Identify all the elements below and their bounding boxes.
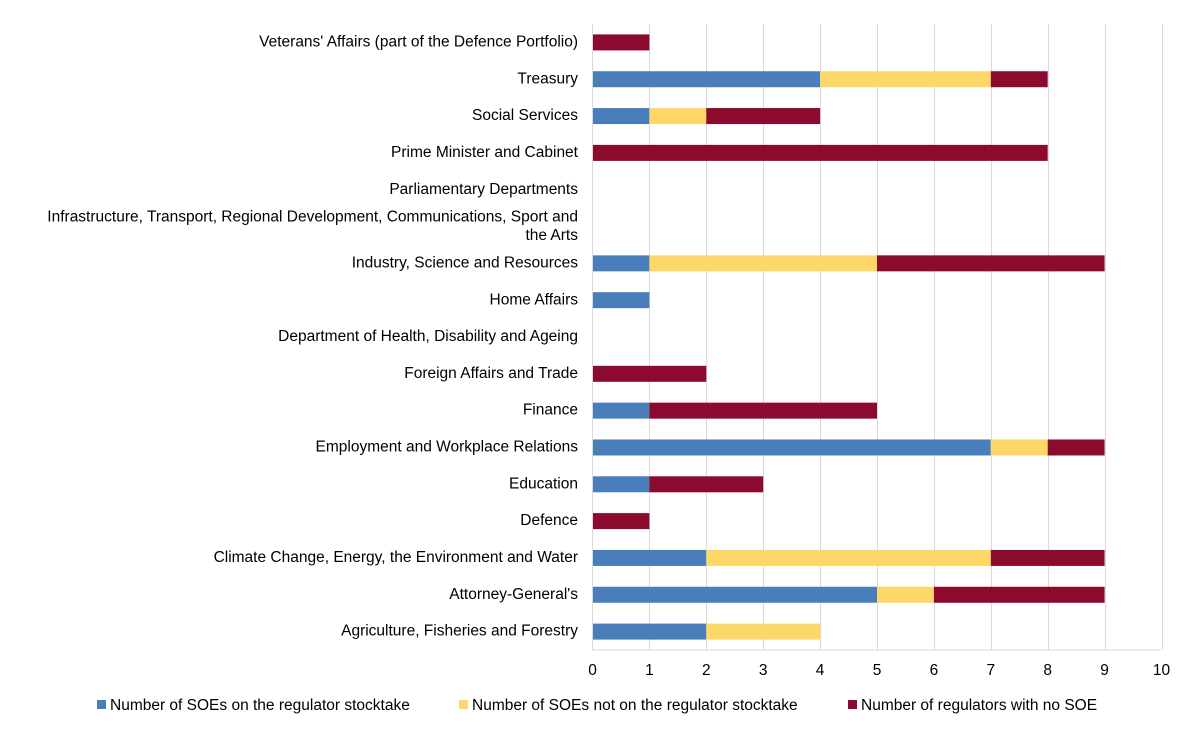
category-label: Parliamentary Departments bbox=[389, 181, 578, 198]
bar-segment bbox=[592, 439, 991, 456]
bar-segment bbox=[649, 108, 707, 125]
bar-segment bbox=[592, 549, 707, 566]
category-label: Home Affairs bbox=[490, 291, 579, 308]
bar-segment bbox=[820, 71, 991, 88]
bar-segment bbox=[592, 365, 707, 382]
x-tick-label: 9 bbox=[1100, 662, 1109, 679]
x-tick-label: 0 bbox=[588, 662, 597, 679]
category-label: Department of Health, Disability and Age… bbox=[278, 328, 578, 345]
category-label: Defence bbox=[520, 512, 578, 529]
axes bbox=[592, 24, 1162, 651]
bar-segment bbox=[706, 623, 821, 640]
legend-label: Number of SOEs on the regulator stocktak… bbox=[110, 697, 410, 714]
bar-segment bbox=[592, 108, 650, 125]
x-tick-labels: 0 1 2 3 4 5 6 7 8 9 10 bbox=[588, 662, 1170, 679]
bar-segment bbox=[592, 586, 877, 603]
x-tick-label: 1 bbox=[645, 662, 654, 679]
bar-segment bbox=[592, 34, 650, 51]
bar-segment bbox=[649, 476, 764, 493]
bar-segment bbox=[649, 402, 877, 419]
bar-segment bbox=[592, 623, 707, 640]
category-label: Industry, Science and Resources bbox=[352, 254, 579, 271]
bar-segment bbox=[933, 586, 1105, 603]
bar-segment bbox=[592, 71, 821, 88]
bar-segment bbox=[592, 513, 650, 530]
legend-swatch bbox=[848, 700, 857, 709]
category-label: Veterans' Affairs (part of the Defence P… bbox=[259, 34, 578, 51]
legend-label: Number of regulators with no SOE bbox=[861, 697, 1097, 714]
category-label: Treasury bbox=[517, 70, 578, 87]
bar-segment bbox=[592, 402, 650, 419]
bar-segment bbox=[990, 71, 1048, 88]
bars bbox=[592, 34, 1105, 640]
bar-segment bbox=[649, 255, 877, 272]
category-label: Employment and Workplace Relations bbox=[316, 439, 579, 456]
x-tick-label: 4 bbox=[816, 662, 825, 679]
x-tick-label: 6 bbox=[930, 662, 939, 679]
category-labels: Veterans' Affairs (part of the Defence P… bbox=[47, 34, 578, 640]
legend-label: Number of SOEs not on the regulator stoc… bbox=[472, 697, 798, 714]
bar-segment bbox=[706, 549, 991, 566]
legend-swatch bbox=[459, 700, 468, 709]
x-tick-label: 5 bbox=[873, 662, 882, 679]
category-label: Foreign Affairs and Trade bbox=[404, 365, 578, 382]
x-tick-label: 8 bbox=[1043, 662, 1052, 679]
category-label: Social Services bbox=[472, 107, 578, 124]
legend-swatch bbox=[97, 700, 106, 709]
bar-segment bbox=[592, 292, 650, 309]
bar-segment bbox=[592, 476, 650, 493]
category-label: Agriculture, Fisheries and Forestry bbox=[341, 623, 578, 640]
legend: Number of SOEs on the regulator stocktak… bbox=[97, 697, 1097, 714]
category-label: Infrastructure, Transport, Regional Deve… bbox=[47, 208, 578, 225]
bar-segment bbox=[1047, 439, 1105, 456]
bar-segment bbox=[877, 586, 934, 603]
category-label: Finance bbox=[523, 402, 578, 419]
bar-segment bbox=[990, 549, 1105, 566]
x-tick-label: 10 bbox=[1153, 662, 1171, 679]
category-label: Climate Change, Energy, the Environment … bbox=[214, 549, 578, 566]
x-tick-label: 2 bbox=[702, 662, 711, 679]
category-label: Education bbox=[509, 475, 578, 492]
bar-segment bbox=[592, 144, 1048, 161]
x-tick-label: 7 bbox=[986, 662, 995, 679]
bar-segment bbox=[592, 255, 650, 272]
x-tick-label: 3 bbox=[759, 662, 768, 679]
grid-lines bbox=[649, 24, 1163, 650]
category-label: Prime Minister and Cabinet bbox=[391, 144, 579, 161]
bar-segment bbox=[706, 108, 821, 125]
category-label: the Arts bbox=[525, 227, 578, 244]
bar-segment bbox=[990, 439, 1048, 456]
bar-segment bbox=[877, 255, 1105, 272]
category-label: Attorney-General's bbox=[449, 586, 578, 603]
